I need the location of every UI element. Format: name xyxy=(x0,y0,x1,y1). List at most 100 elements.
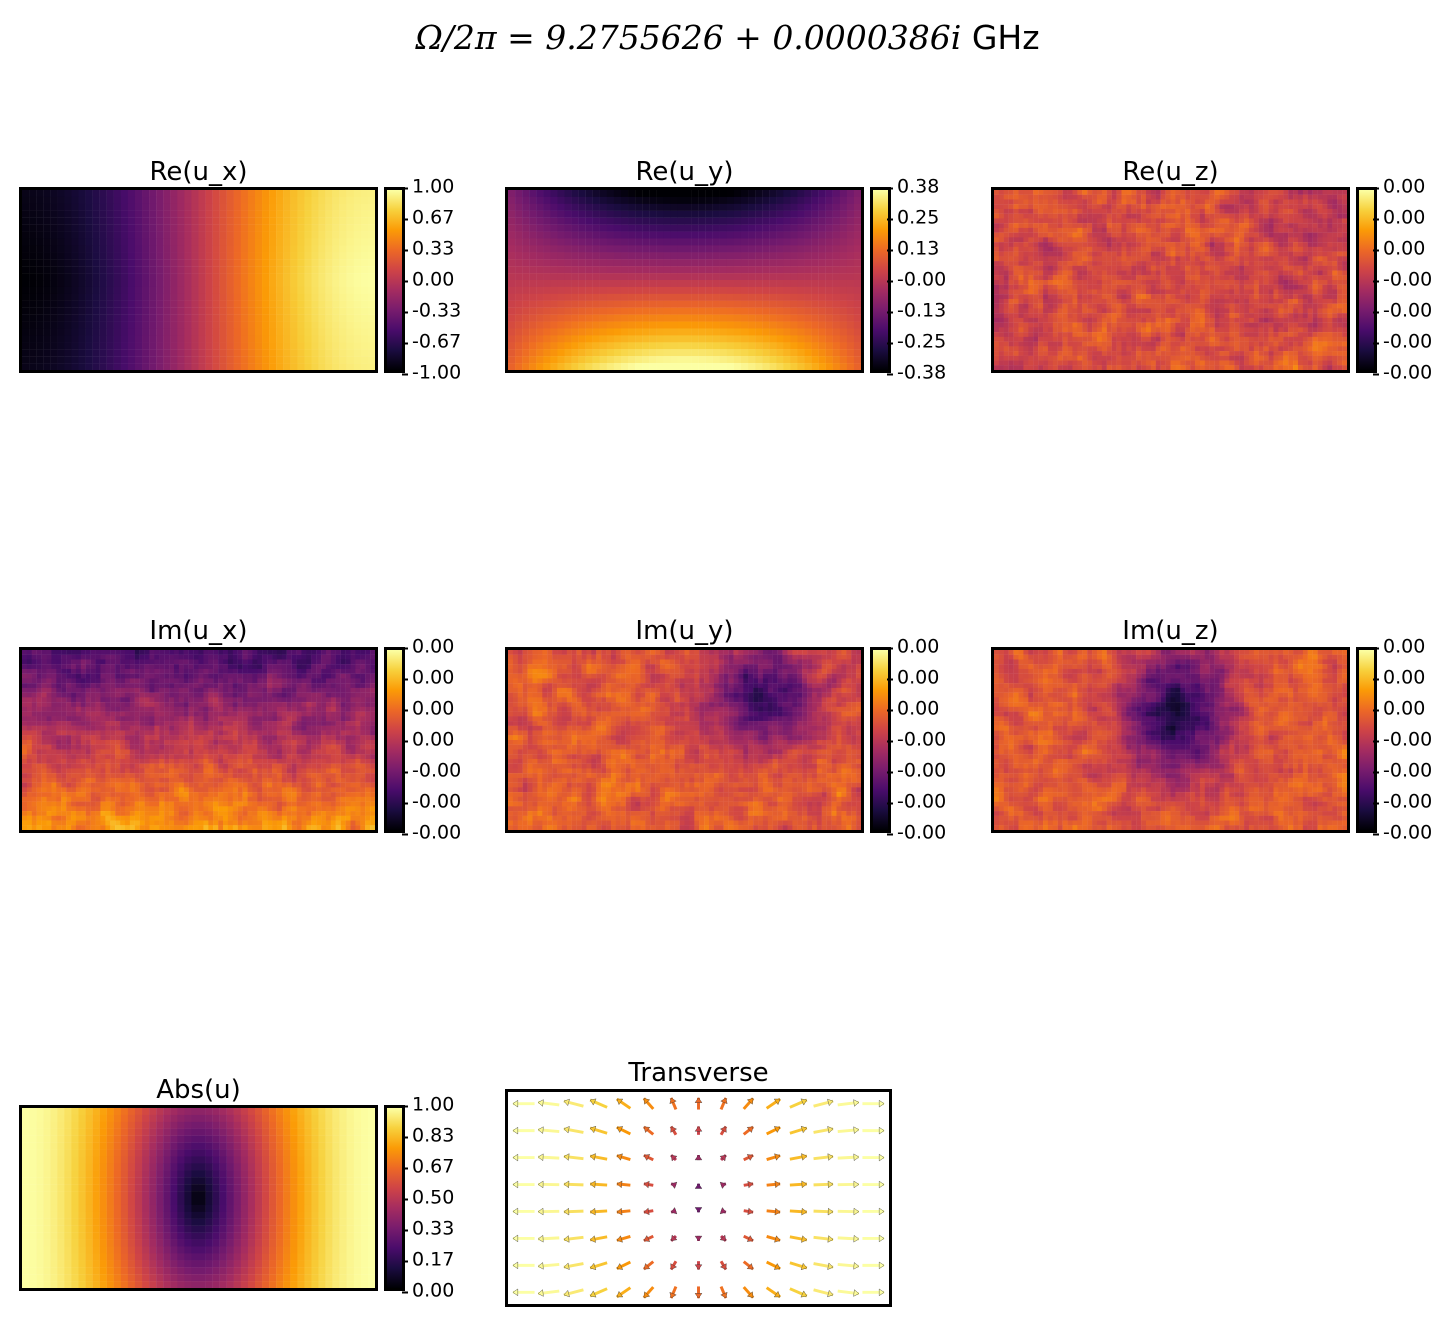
heatmap-cell xyxy=(1317,289,1323,295)
heatmap-cell xyxy=(853,266,861,274)
heatmap-cell xyxy=(1244,218,1250,224)
heatmap-cell xyxy=(78,363,86,370)
heatmap-cell xyxy=(325,293,333,301)
heatmap-cell xyxy=(628,342,636,350)
heatmap-cell xyxy=(1239,251,1245,257)
heatmap-cell xyxy=(1136,270,1142,276)
heatmap-cell xyxy=(1067,223,1073,229)
heatmap-cell xyxy=(325,266,333,274)
heatmap-cell xyxy=(1302,294,1308,300)
heatmap-cell xyxy=(564,342,572,350)
heatmap-cell xyxy=(57,245,65,253)
heatmap-cell xyxy=(1209,246,1215,252)
heatmap-cell xyxy=(205,196,213,205)
heatmap-cell xyxy=(1312,327,1318,333)
heatmap-cell xyxy=(276,349,284,357)
heatmap-cell xyxy=(325,259,333,267)
heatmap-cell xyxy=(1214,213,1220,219)
heatmap-cell xyxy=(360,293,369,301)
heatmap-cell xyxy=(599,196,608,205)
heatmap-cell xyxy=(508,252,516,260)
heatmap-cell xyxy=(1096,280,1103,285)
heatmap-cell xyxy=(1322,213,1328,219)
heatmap-cell xyxy=(536,321,544,329)
frequency-expression: Ω/2π = 9.2755626 + 0.0000386i xyxy=(415,18,962,57)
heatmap-cell xyxy=(149,356,157,364)
heatmap-cell xyxy=(127,321,136,329)
heatmap-cell xyxy=(1062,275,1068,281)
heatmap-cell xyxy=(1096,218,1103,224)
heatmap-cell xyxy=(1239,256,1245,262)
heatmap-cell xyxy=(177,286,185,295)
heatmap-cell xyxy=(769,349,777,357)
heatmap-cell xyxy=(1038,246,1044,252)
heatmap-cell xyxy=(367,196,375,205)
heatmap-cell xyxy=(712,231,720,239)
heatmap-cell xyxy=(1047,303,1054,309)
heatmap-cell xyxy=(1214,317,1220,323)
heatmap-cell xyxy=(283,307,291,315)
heatmap-cell xyxy=(515,210,523,218)
heatmap-cell xyxy=(832,307,840,315)
heatmap-cell xyxy=(1263,223,1269,229)
heatmap-cell xyxy=(71,349,79,357)
heatmap-cell xyxy=(177,196,185,205)
heatmap-cell xyxy=(1003,275,1009,281)
heatmap-cell xyxy=(332,245,340,253)
heatmap-cell xyxy=(1278,256,1284,262)
heatmap-cell xyxy=(1150,317,1156,323)
heatmap-cell xyxy=(1136,246,1142,252)
heatmap-cell xyxy=(1248,275,1255,281)
heatmap-cell xyxy=(783,224,791,232)
heatmap-cell xyxy=(677,224,685,232)
heatmap-cell xyxy=(99,210,107,218)
heatmap-cell xyxy=(1013,232,1019,238)
heatmap-cell xyxy=(832,300,840,308)
heatmap-cell xyxy=(832,356,840,364)
heatmap-cell xyxy=(1175,213,1181,219)
heatmap-cell xyxy=(564,328,572,336)
heatmap-cell xyxy=(64,196,72,205)
heatmap-cell xyxy=(536,280,544,288)
heatmap-cell xyxy=(606,273,615,281)
heatmap-cell xyxy=(325,273,333,281)
heatmap-cell xyxy=(994,208,1000,214)
heatmap-cell xyxy=(156,196,164,205)
heatmap-cell xyxy=(1087,332,1093,338)
heatmap-cell xyxy=(1263,204,1269,210)
heatmap-cell xyxy=(1013,213,1019,219)
heatmap-cell xyxy=(698,238,706,246)
heatmap-cell xyxy=(1297,341,1304,347)
heatmap-cell xyxy=(1278,303,1284,309)
heatmap-cell xyxy=(1057,265,1063,271)
heatmap-cell xyxy=(1180,332,1186,338)
heatmap-cell xyxy=(78,293,86,301)
heatmap-cell xyxy=(1052,232,1058,238)
heatmap-cell xyxy=(769,363,777,370)
heatmap-cell xyxy=(226,245,234,253)
heatmap-cell xyxy=(762,217,770,225)
heatmap-cell xyxy=(339,266,347,274)
heatmap-cell xyxy=(1185,190,1191,195)
heatmap-cell xyxy=(233,335,242,343)
heatmap-cell xyxy=(283,266,291,274)
heatmap-cell xyxy=(994,218,1000,224)
heatmap-cell xyxy=(1180,336,1186,342)
heatmap-cell xyxy=(283,224,291,232)
heatmap-cell xyxy=(1224,308,1230,314)
heatmap-cell xyxy=(1229,322,1235,328)
heatmap-cell xyxy=(304,293,312,301)
heatmap-cell xyxy=(106,224,114,232)
heatmap-cell xyxy=(684,321,692,329)
heatmap-cell xyxy=(994,289,1000,295)
heatmap-cell xyxy=(290,252,298,260)
figure-title: Ω/2π = 9.2755626 + 0.0000386i GHz xyxy=(0,18,1455,57)
heatmap-cell xyxy=(1096,251,1103,257)
heatmap-cell xyxy=(1268,289,1274,295)
heatmap-cell xyxy=(1224,303,1230,309)
heatmap-cell xyxy=(1052,227,1058,233)
heatmap-cell xyxy=(684,280,692,288)
heatmap-cell xyxy=(1092,313,1098,319)
heatmap-cell xyxy=(769,307,777,315)
heatmap-cell xyxy=(783,286,791,295)
